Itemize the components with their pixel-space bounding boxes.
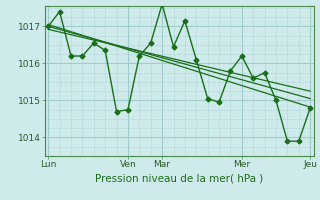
X-axis label: Pression niveau de la mer( hPa ): Pression niveau de la mer( hPa )	[95, 173, 263, 183]
